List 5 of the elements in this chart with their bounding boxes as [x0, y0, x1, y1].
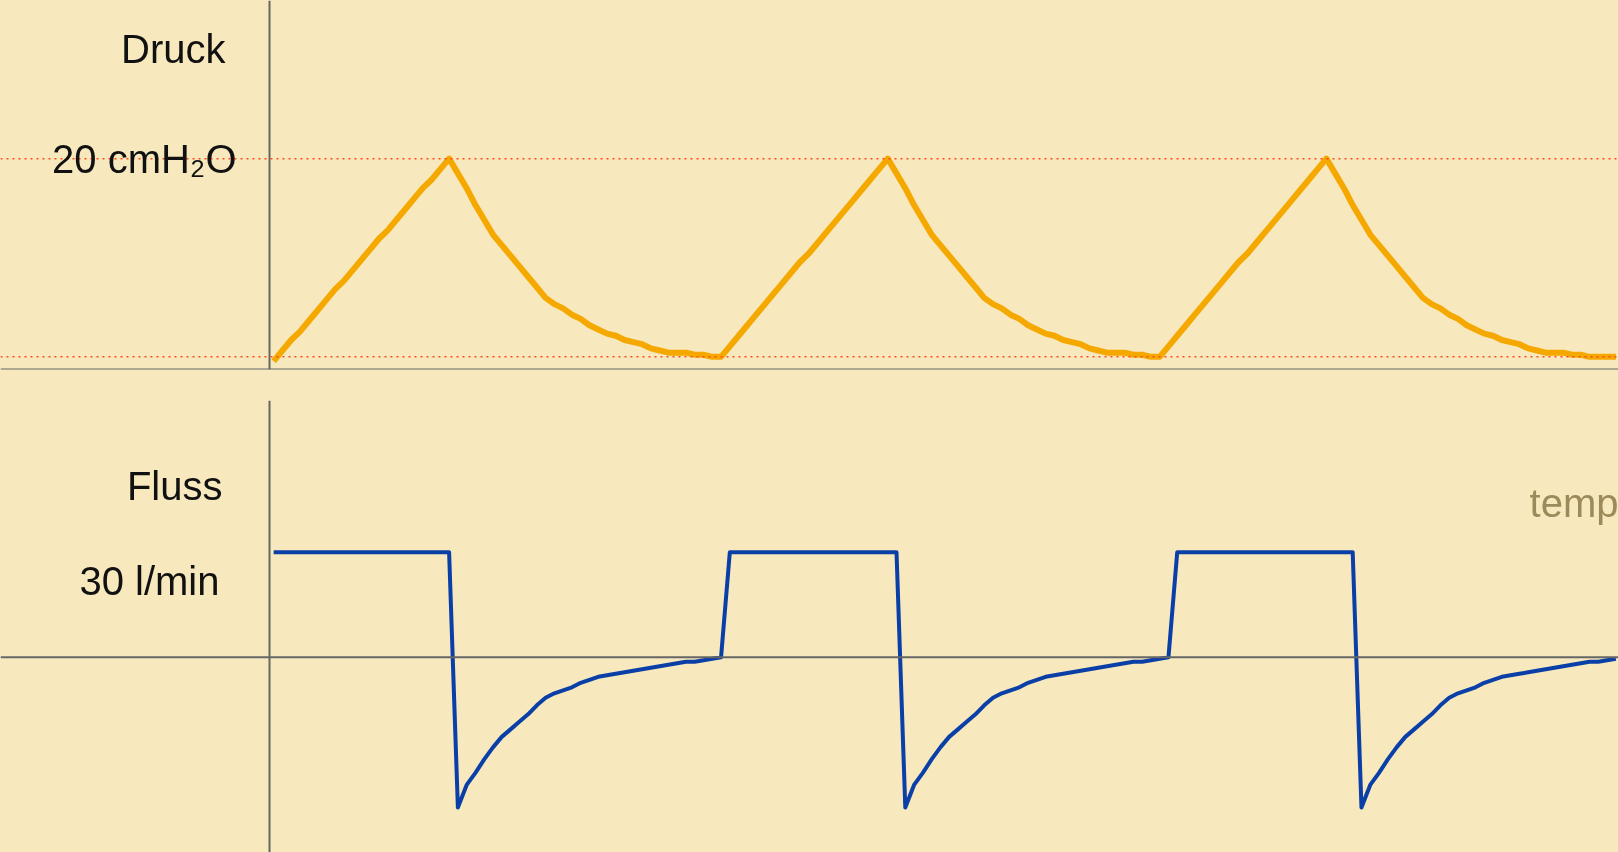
y-axis-title: Fluss: [126, 464, 223, 509]
y-axis-title: Druck: [121, 27, 227, 71]
x-axis-title: temp: [1529, 480, 1618, 525]
ref-line-label: 20 cmH₂O: [52, 136, 237, 181]
text: 30 l/min: [79, 558, 220, 603]
